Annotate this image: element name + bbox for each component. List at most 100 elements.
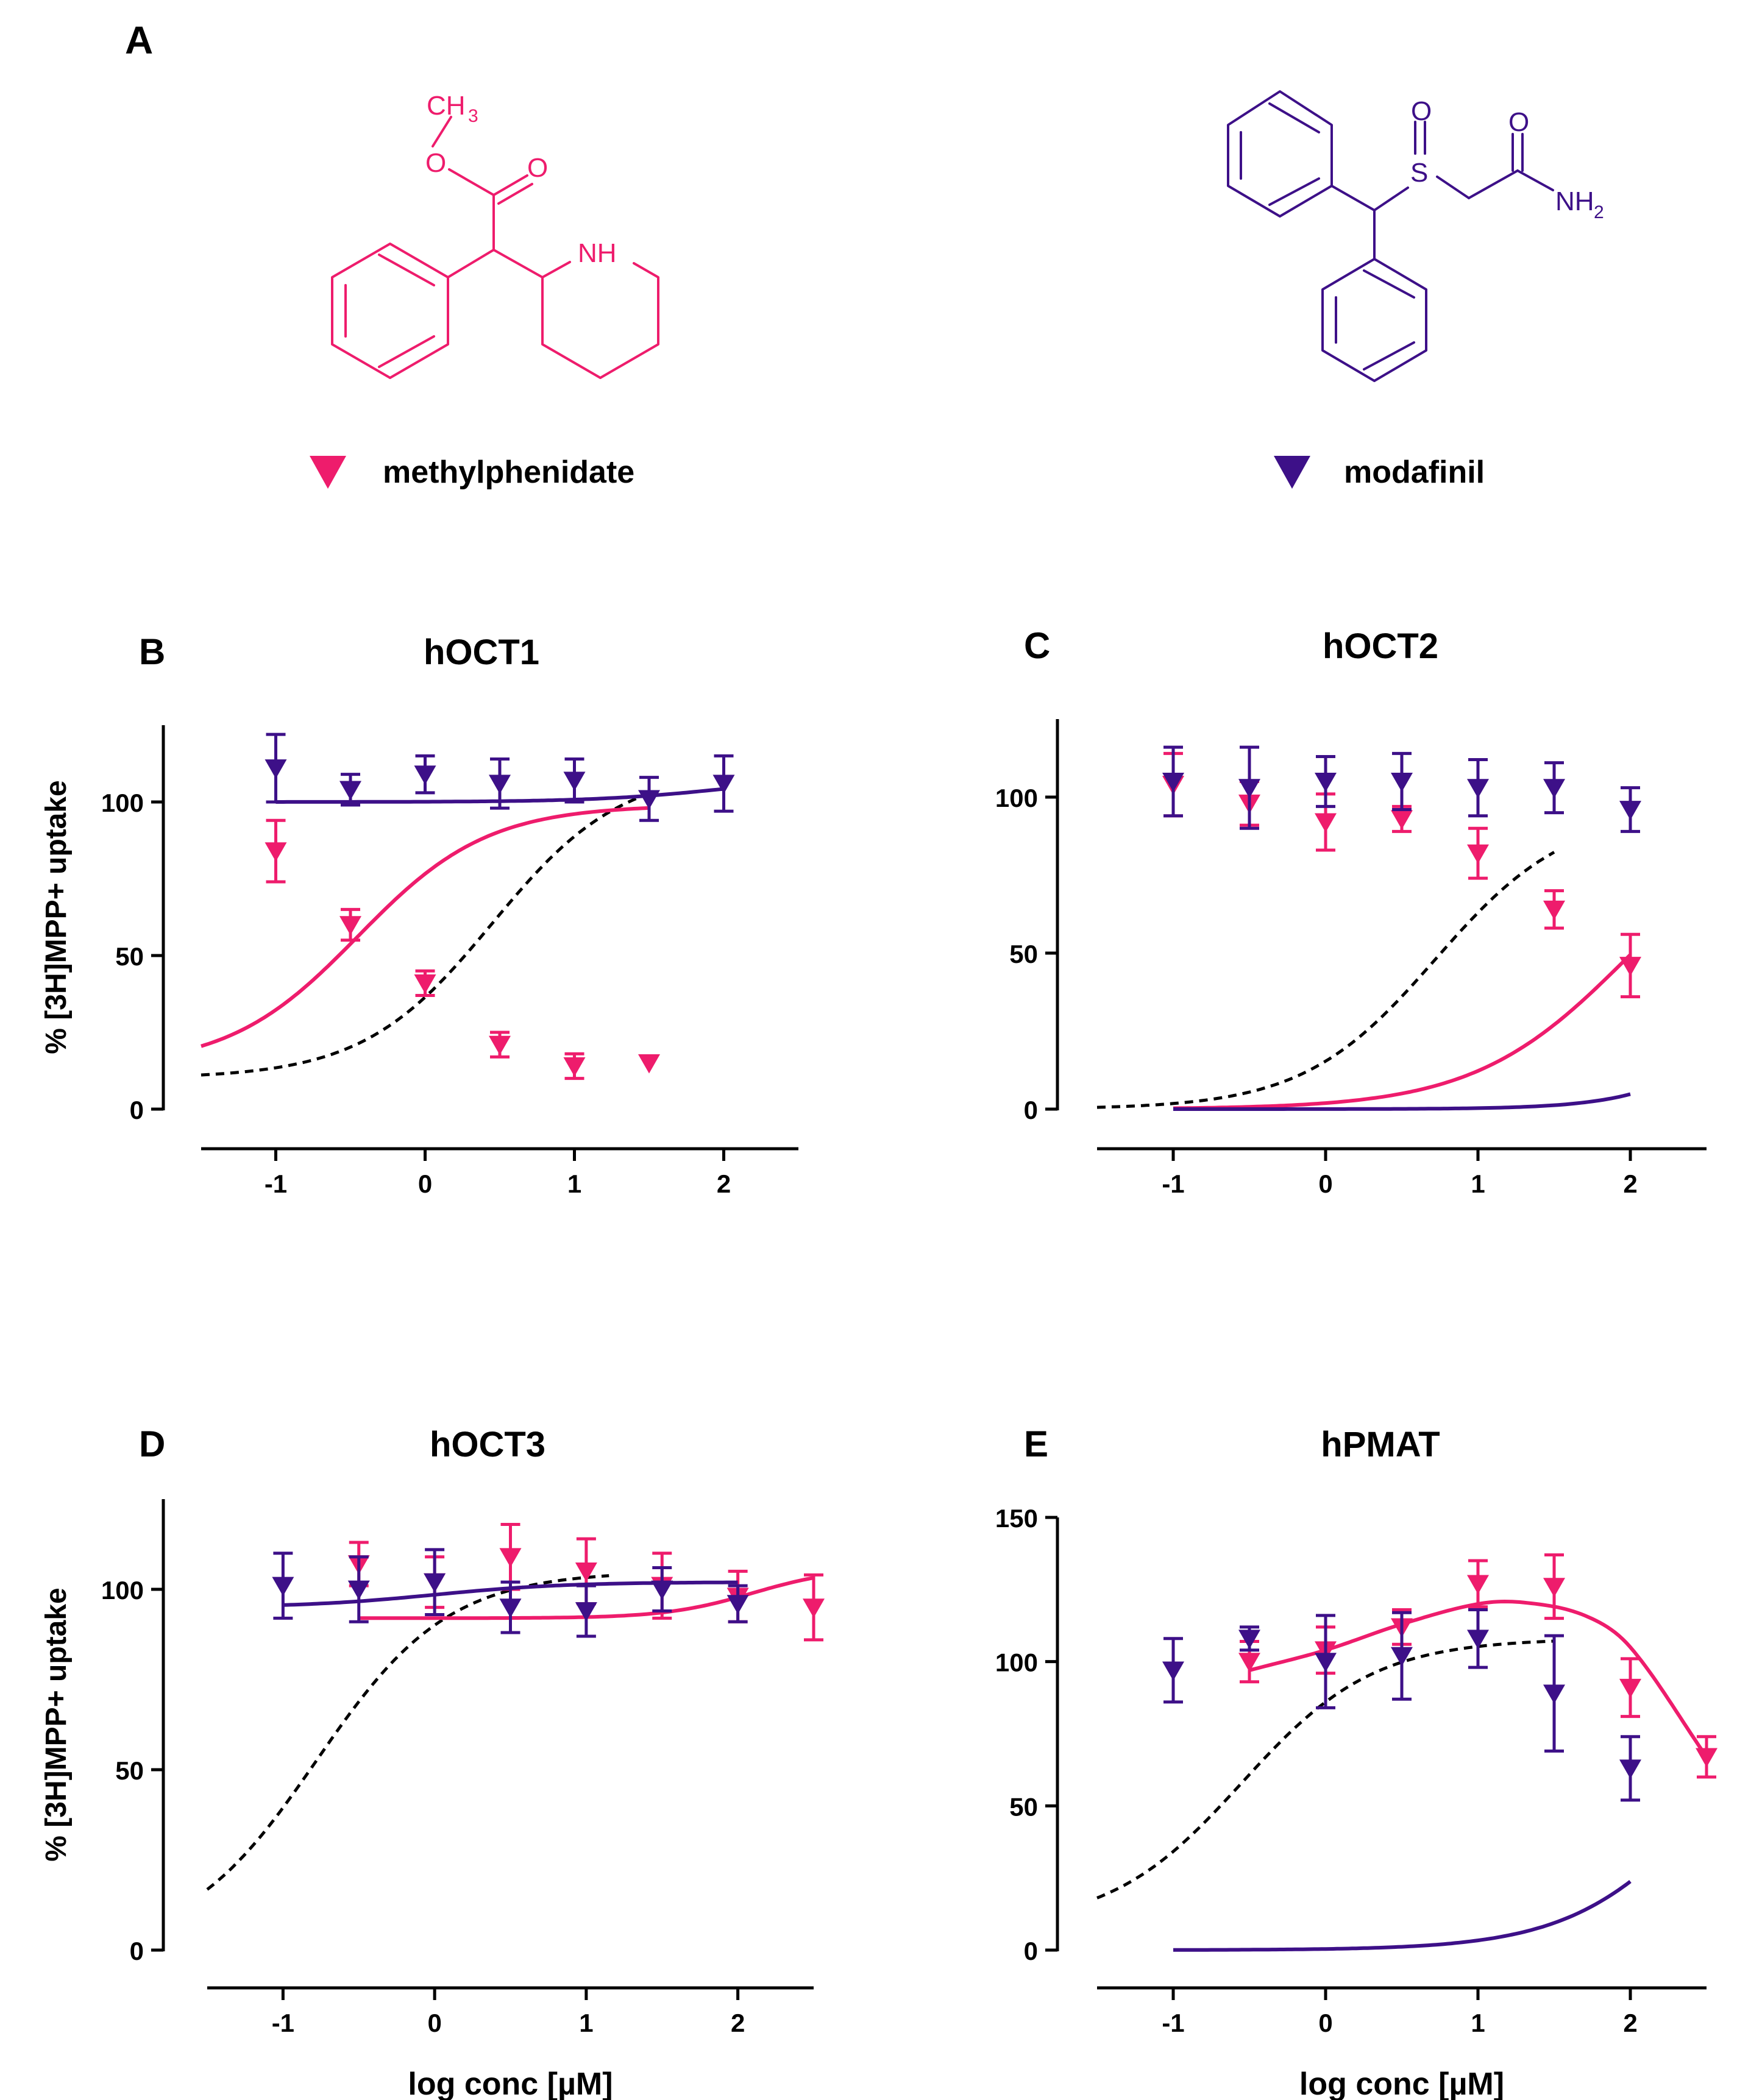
y-axis-label: % [3H]MPP+ uptake xyxy=(40,780,73,1054)
x-tick-label: 0 xyxy=(1318,1169,1332,1198)
chart-title: hOCT2 xyxy=(1323,626,1438,666)
x-axis-label: log conc [µM] xyxy=(1299,2066,1504,2100)
data-point-methylphenidate xyxy=(265,842,287,862)
x-tick-label: 0 xyxy=(1318,2009,1332,2037)
sulfur-label: S xyxy=(1410,158,1428,188)
chart-title: hOCT1 xyxy=(424,633,539,672)
y-tick-label: 100 xyxy=(101,1576,144,1605)
legend-label-methylphenidate: methylphenidate xyxy=(383,455,634,490)
panel-label-c: C xyxy=(1024,625,1050,666)
data-point-methylphenidate xyxy=(1619,957,1641,976)
y-tick-label: 50 xyxy=(115,942,144,971)
data-point-methylphenidate xyxy=(1315,813,1337,833)
legend-label-modafinil: modafinil xyxy=(1344,455,1485,490)
data-point-modafinil xyxy=(1543,1684,1565,1704)
data-point-methylphenidate xyxy=(575,1563,597,1582)
data-point-methylphenidate xyxy=(638,1054,660,1074)
data-point-modafinil xyxy=(339,781,361,800)
fit-line-methylphenidate xyxy=(1173,953,1632,1110)
y-tick-label: 0 xyxy=(130,1937,144,1965)
data-point-methylphenidate xyxy=(563,1057,586,1077)
fit-line-methylphenidate xyxy=(201,806,650,1048)
x-tick-label: -1 xyxy=(265,1169,287,1198)
x-tick-label: -1 xyxy=(272,2009,294,2037)
series-methylphenidate xyxy=(1162,751,1641,1110)
data-point-modafinil xyxy=(414,765,436,785)
chart-title: hOCT3 xyxy=(430,1425,545,1464)
methyl-subscript: 3 xyxy=(468,106,478,126)
x-tick-label: -1 xyxy=(1162,1169,1184,1198)
data-point-modafinil xyxy=(1467,1630,1489,1649)
methyl-label: CH xyxy=(427,91,466,121)
y-tick-label: 100 xyxy=(995,784,1038,812)
legend: methylphenidate modafinil xyxy=(310,455,1485,490)
data-point-modafinil xyxy=(575,1602,597,1622)
data-point-methylphenidate xyxy=(1467,1575,1489,1594)
series-modafinil xyxy=(1162,1608,1641,1952)
data-point-modafinil xyxy=(347,1580,370,1600)
x-tick-label: 2 xyxy=(1623,1169,1637,1198)
data-point-methylphenidate xyxy=(489,1035,511,1055)
series-modafinil xyxy=(1162,745,1641,1111)
y-tick-label: 50 xyxy=(115,1756,144,1785)
data-point-modafinil xyxy=(272,1577,294,1597)
data-point-methylphenidate xyxy=(1543,1578,1565,1597)
x-tick-label: 1 xyxy=(567,1169,581,1198)
data-point-modafinil xyxy=(1238,779,1260,798)
reference-curve xyxy=(206,1574,609,1891)
data-point-modafinil xyxy=(1162,1661,1184,1681)
data-point-methylphenidate xyxy=(1467,844,1489,864)
data-point-modafinil xyxy=(1162,773,1184,792)
x-tick-label: 1 xyxy=(1471,1169,1485,1198)
x-tick-label: 0 xyxy=(427,2009,441,2037)
panel-label-a: A xyxy=(125,18,153,62)
data-point-modafinil xyxy=(563,772,586,791)
data-point-methylphenidate xyxy=(1543,900,1565,920)
modafinil-atoms: S O O NH 2 xyxy=(1410,96,1604,222)
panel-label-d: D xyxy=(139,1424,165,1464)
amide-nitrogen-subscript: 2 xyxy=(1594,202,1604,222)
panel-label-b: B xyxy=(139,631,165,672)
x-tick-label: 2 xyxy=(717,1169,731,1198)
data-point-methylphenidate xyxy=(499,1548,522,1567)
y-tick-label: 0 xyxy=(1024,1937,1038,1965)
y-tick-label: 0 xyxy=(1024,1096,1038,1124)
amine-label: NH xyxy=(578,238,617,268)
data-point-modafinil xyxy=(1238,1630,1260,1649)
legend-marker-methylphenidate xyxy=(310,456,346,489)
methylphenidate-structure xyxy=(331,116,659,379)
data-point-modafinil xyxy=(265,759,287,779)
ester-oxygen-label: O xyxy=(425,148,446,178)
legend-marker-modafinil xyxy=(1274,456,1310,489)
x-tick-label: 0 xyxy=(418,1169,432,1198)
reference-curve xyxy=(1096,851,1555,1109)
data-point-modafinil xyxy=(651,1580,673,1600)
y-tick-label: 150 xyxy=(995,1504,1038,1533)
data-point-modafinil xyxy=(1543,779,1565,798)
data-point-methylphenidate xyxy=(414,974,436,994)
carbonyl-oxygen-label: O xyxy=(527,153,548,183)
y-tick-label: 100 xyxy=(995,1648,1038,1677)
series-methylphenidate xyxy=(201,806,660,1080)
data-point-methylphenidate xyxy=(339,916,361,935)
data-point-methylphenidate xyxy=(803,1598,825,1618)
data-point-methylphenidate xyxy=(1619,1678,1641,1698)
x-axis-label: log conc [µM] xyxy=(408,2066,613,2100)
fit-line-modafinil xyxy=(1173,1880,1632,1952)
y-tick-label: 100 xyxy=(101,789,144,817)
data-point-modafinil xyxy=(638,790,660,810)
sulfoxide-oxygen-label: O xyxy=(1411,96,1432,126)
data-point-methylphenidate xyxy=(1391,810,1413,829)
amide-nitrogen-label: NH xyxy=(1555,186,1594,216)
series-modafinil xyxy=(272,1548,749,1638)
data-point-methylphenidate xyxy=(1238,1653,1260,1672)
data-point-modafinil xyxy=(1467,779,1489,798)
x-tick-label: 2 xyxy=(1623,2009,1637,2037)
y-axis-label: % [3H]MPP+ uptake xyxy=(40,1587,73,1861)
y-tick-label: 50 xyxy=(1009,1792,1038,1821)
data-point-modafinil xyxy=(499,1598,522,1618)
series-modafinil xyxy=(265,733,735,822)
